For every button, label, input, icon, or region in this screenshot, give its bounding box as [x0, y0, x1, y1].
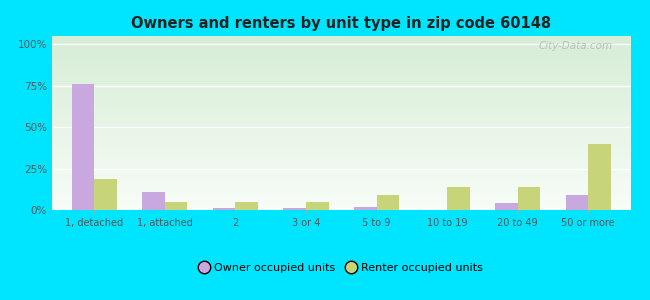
Bar: [588, 144, 611, 210]
Bar: [517, 187, 540, 210]
Bar: [376, 195, 399, 210]
Bar: [235, 202, 258, 210]
Bar: [306, 202, 328, 210]
Legend: Owner occupied units, Renter occupied units: Owner occupied units, Renter occupied un…: [195, 258, 488, 278]
Bar: [142, 192, 165, 210]
Bar: [354, 207, 376, 210]
Bar: [495, 203, 517, 210]
Bar: [283, 208, 306, 210]
Bar: [566, 195, 588, 210]
Bar: [165, 202, 187, 210]
Text: City-Data.com: City-Data.com: [539, 41, 613, 51]
Bar: [72, 84, 94, 210]
Title: Owners and renters by unit type in zip code 60148: Owners and renters by unit type in zip c…: [131, 16, 551, 31]
Bar: [213, 208, 235, 210]
Bar: [447, 187, 470, 210]
Bar: [94, 178, 117, 210]
